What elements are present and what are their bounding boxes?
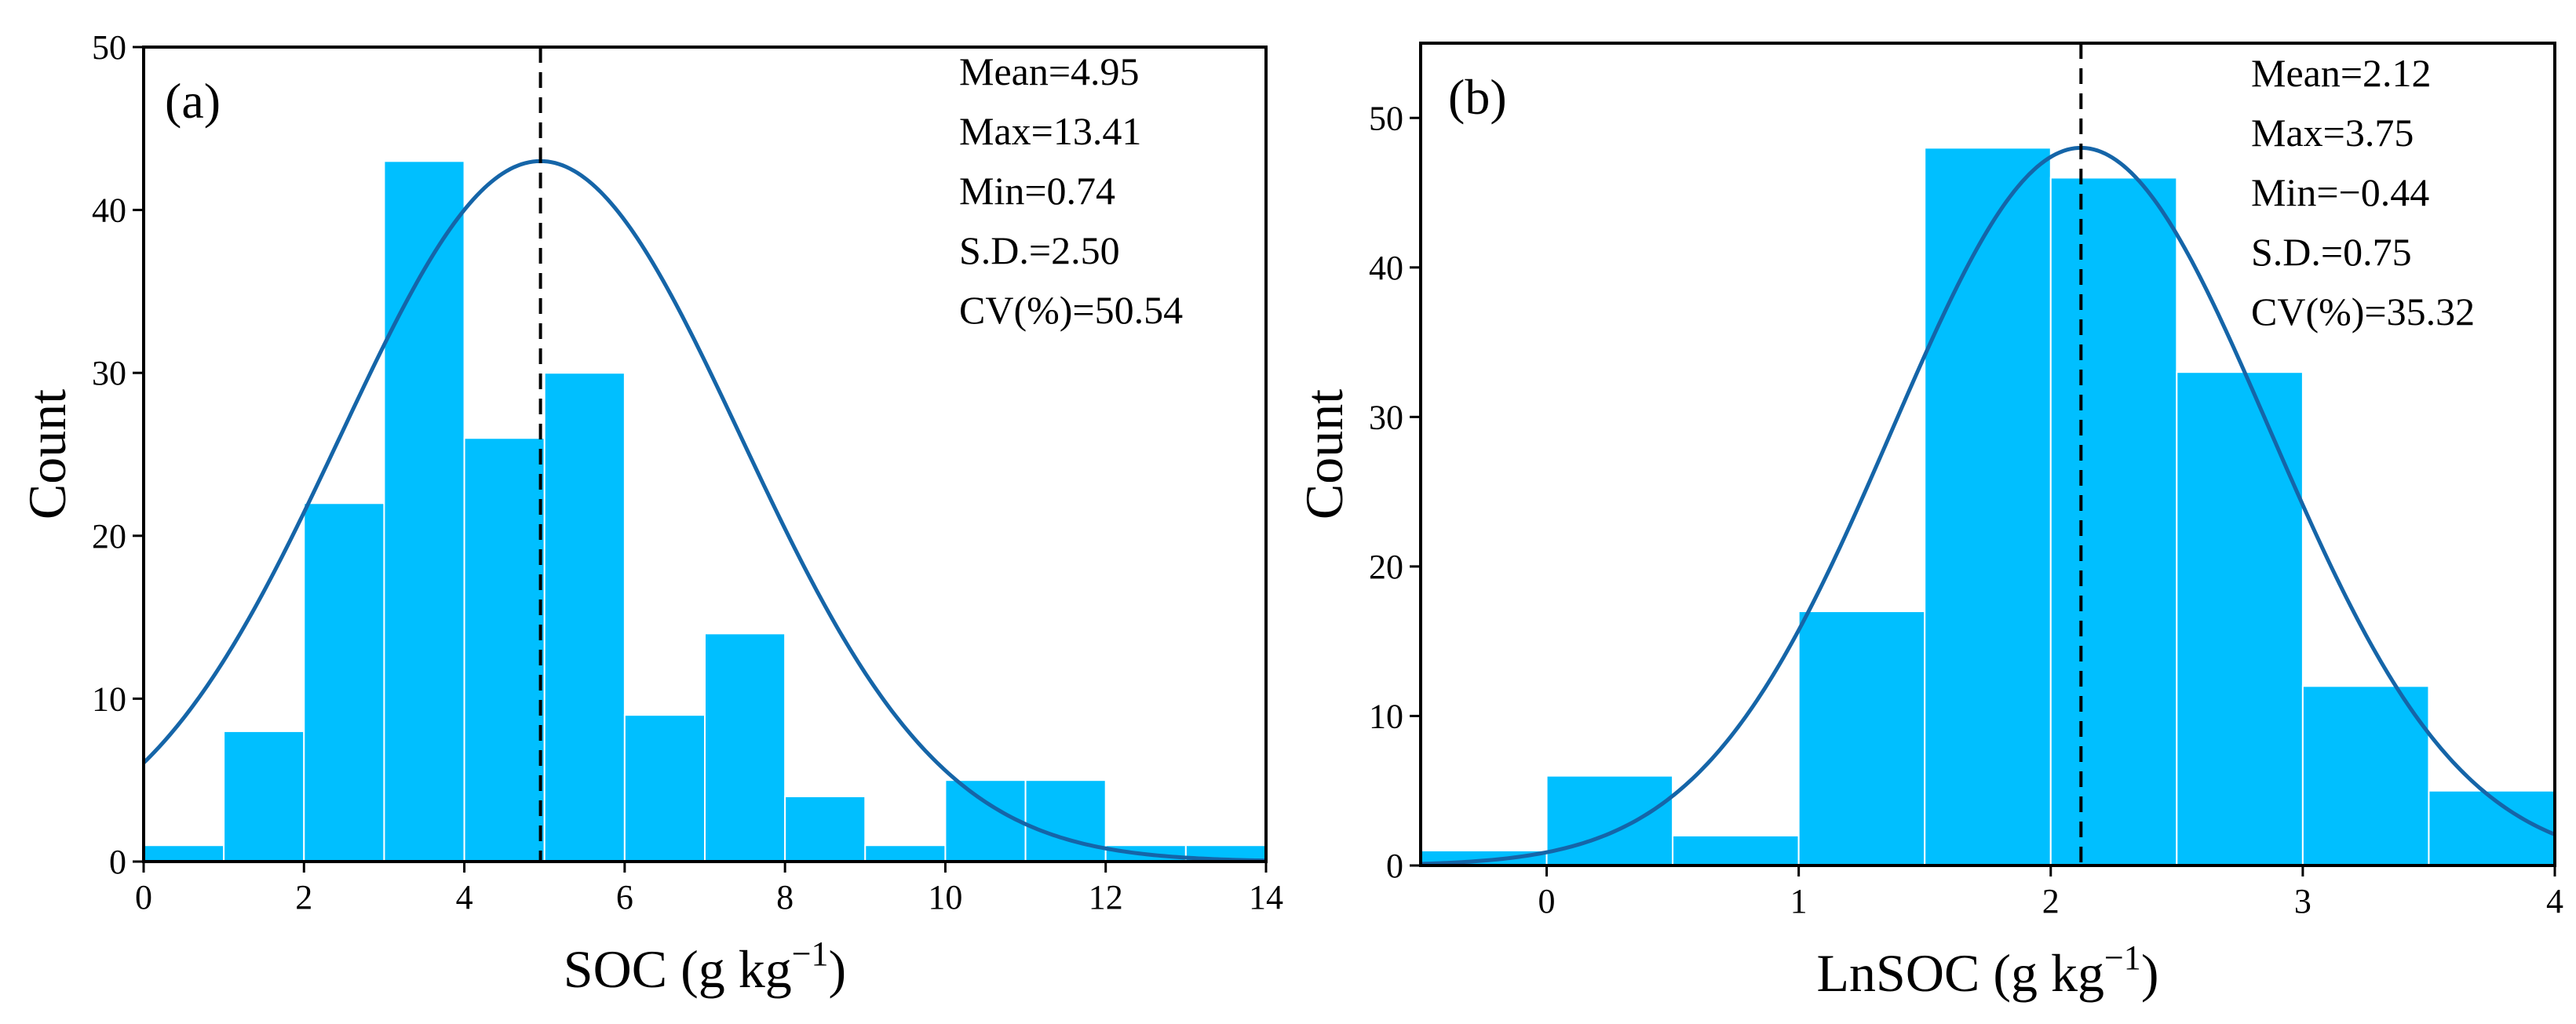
x-tick-label: 2 — [295, 878, 312, 916]
stats-line: Min=−0.44 — [2251, 170, 2429, 214]
histogram-bar — [704, 632, 786, 862]
x-tick-label: 14 — [1249, 878, 1283, 916]
y-axis-label: Count — [1294, 389, 1354, 519]
x-tick-label: 6 — [616, 878, 633, 916]
stats-line: S.D.=2.50 — [959, 228, 1120, 272]
stats-line: Max=13.41 — [959, 109, 1141, 153]
histogram-bar — [303, 502, 385, 863]
y-tick-label: 30 — [1369, 398, 1403, 436]
x-axis-label-exponent: −1 — [792, 935, 829, 973]
x-tick-label: 10 — [928, 878, 962, 916]
x-tick-label: 8 — [776, 878, 794, 916]
x-axis-label: LnSOC (g kg−1) — [1817, 938, 2159, 1003]
histogram-bar — [223, 730, 305, 862]
y-tick-label: 30 — [92, 354, 126, 392]
y-tick-label: 0 — [1386, 847, 1403, 885]
x-tick-label: 4 — [2546, 882, 2563, 920]
histogram-bar — [1672, 834, 1800, 866]
axes-frame — [1419, 42, 2556, 867]
stats-line: S.D.=0.75 — [2251, 230, 2412, 274]
histogram-bar — [463, 437, 545, 862]
axes-frame — [142, 46, 1268, 863]
x-tick-label: 3 — [2294, 882, 2311, 920]
x-tick-label: 0 — [135, 878, 152, 916]
histogram-bar — [1924, 147, 2052, 866]
y-tick-label: 20 — [92, 517, 126, 556]
stats-line: Mean=2.12 — [2251, 51, 2432, 95]
normal-fit-curve — [142, 159, 1267, 863]
x-tick-label: 4 — [456, 878, 473, 916]
normal-fit-curve — [1420, 145, 2556, 866]
histogram-bar — [1797, 610, 1926, 867]
x-axis-label: SOC (g kg−1) — [564, 935, 846, 999]
histogram-bar — [2428, 789, 2556, 867]
x-axis-label-close: ) — [829, 939, 847, 999]
histogram-bar — [543, 372, 626, 862]
x-axis-label-main: LnSOC (g kg — [1817, 943, 2104, 1003]
histogram-bar — [143, 844, 225, 862]
panel-label: (a) — [165, 73, 221, 129]
x-axis-label-main: SOC (g kg — [564, 939, 792, 999]
x-tick-label: 1 — [1790, 882, 1808, 920]
x-tick-label: 2 — [2042, 882, 2060, 920]
chart-panel-a: 0 2 4 6 8 10 12 14 0 10 20 30 40 50 (a) Mean=4.95 Max=13… — [17, 28, 1283, 999]
histogram-bar — [1024, 779, 1107, 863]
stats-line: CV(%)=50.54 — [959, 288, 1183, 332]
histogram-bar — [2301, 685, 2430, 866]
histogram-bar — [623, 714, 706, 862]
y-tick-label: 10 — [1369, 697, 1403, 735]
y-tick-label: 20 — [1369, 548, 1403, 586]
histogram-bar — [944, 779, 1027, 863]
stats-line: Max=3.75 — [2251, 111, 2414, 155]
histogram-bar — [1545, 774, 1674, 866]
y-tick-label: 40 — [92, 191, 126, 230]
histogram-bar — [784, 795, 867, 863]
panel-label: (b) — [1448, 69, 1507, 125]
y-tick-label: 40 — [1369, 249, 1403, 287]
histogram-bar — [864, 844, 947, 862]
y-tick-label: 50 — [92, 28, 126, 67]
stats-line: Mean=4.95 — [959, 49, 1140, 93]
x-tick-label: 0 — [1538, 882, 1556, 920]
x-tick-label: 12 — [1089, 878, 1123, 916]
x-axis-label-exponent: −1 — [2104, 938, 2141, 977]
stats-line: Min=0.74 — [959, 169, 1115, 213]
x-axis-label-close: ) — [2141, 943, 2159, 1003]
stats-line: CV(%)=35.32 — [2251, 290, 2475, 333]
y-tick-label: 50 — [1369, 99, 1403, 137]
y-axis-label: Count — [17, 389, 77, 519]
y-tick-label: 10 — [92, 680, 126, 718]
histogram-bar — [383, 160, 465, 862]
histogram-bar — [2176, 371, 2304, 866]
histogram-bar — [2049, 177, 2178, 866]
y-tick-label: 0 — [109, 843, 126, 881]
